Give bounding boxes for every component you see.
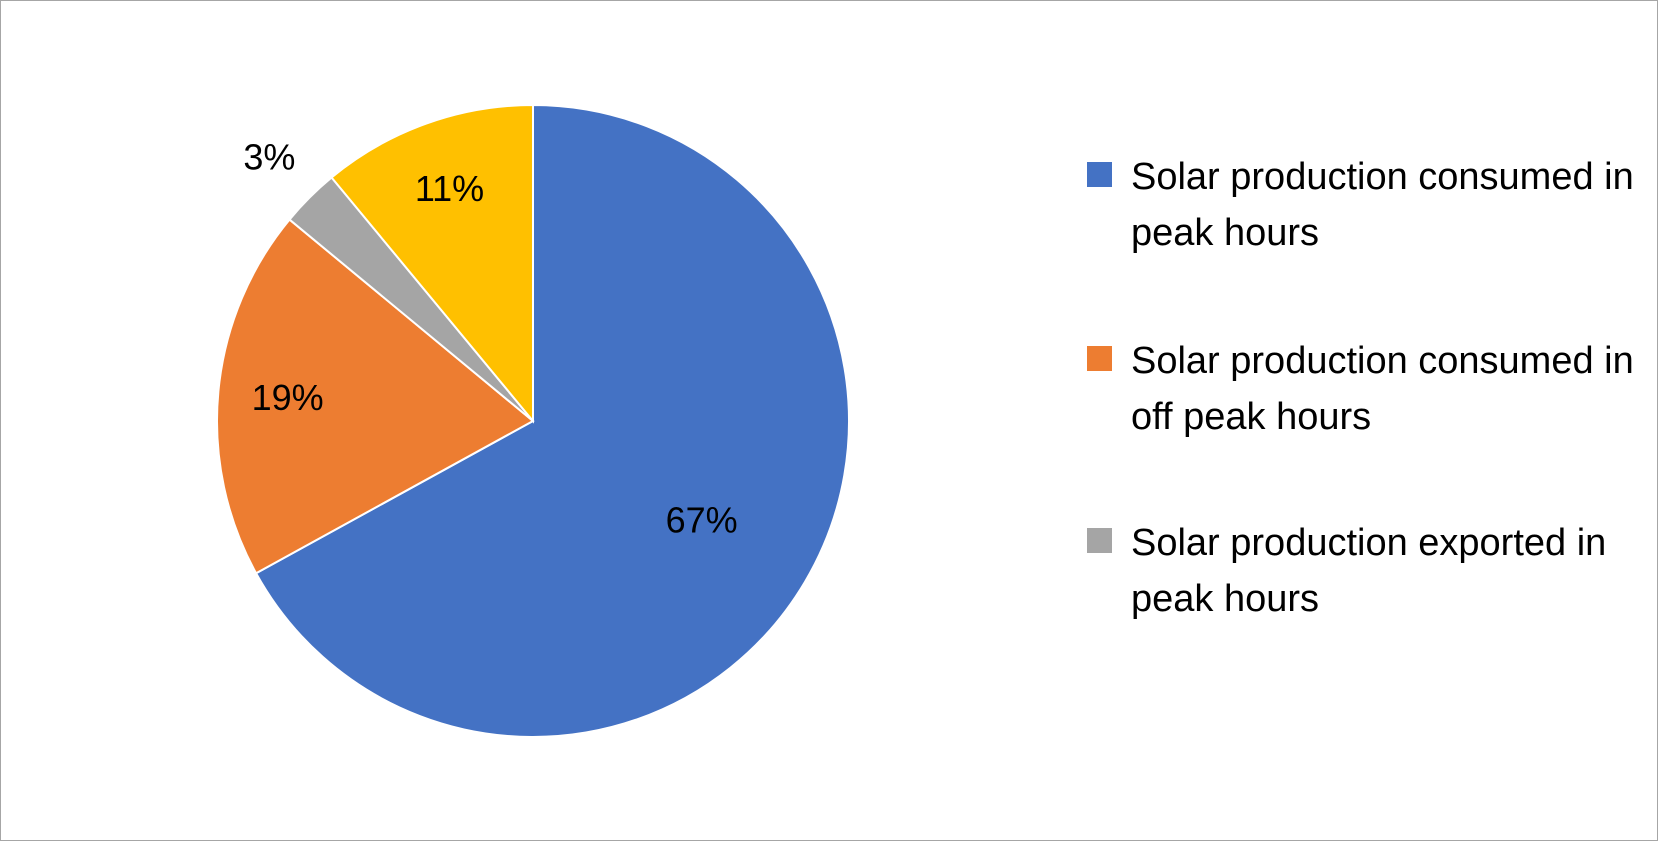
pie-slice [254, 103, 850, 738]
pie-slice [216, 218, 535, 575]
data-label: 67% [666, 500, 738, 541]
legend-label: Solar production exported in peak hours [1131, 522, 1607, 620]
legend-item-offpeak-consumed: Solar production consumed in off peak ho… [1087, 333, 1647, 501]
legend-swatch-gray [1087, 528, 1112, 553]
legend-swatch-blue [1087, 162, 1112, 187]
legend-swatch-orange [1087, 346, 1112, 371]
legend-label: Solar production consumed in peak hours [1131, 156, 1634, 254]
data-label: 11% [415, 168, 484, 209]
legend: Solar production consumed in peak hours … [1087, 149, 1647, 627]
pie-slices [216, 103, 850, 738]
legend-item-peak-exported: Solar production exported in peak hours [1087, 515, 1647, 627]
pie-data-labels: 67% 19% 3% 11% [243, 136, 737, 540]
data-label: 19% [252, 377, 324, 418]
pie-slice [330, 103, 534, 424]
data-label: 3% [243, 136, 295, 177]
legend-item-peak-consumed: Solar production consumed in peak hours [1087, 149, 1647, 261]
legend-label: Solar production consumed in off peak ho… [1131, 340, 1634, 438]
